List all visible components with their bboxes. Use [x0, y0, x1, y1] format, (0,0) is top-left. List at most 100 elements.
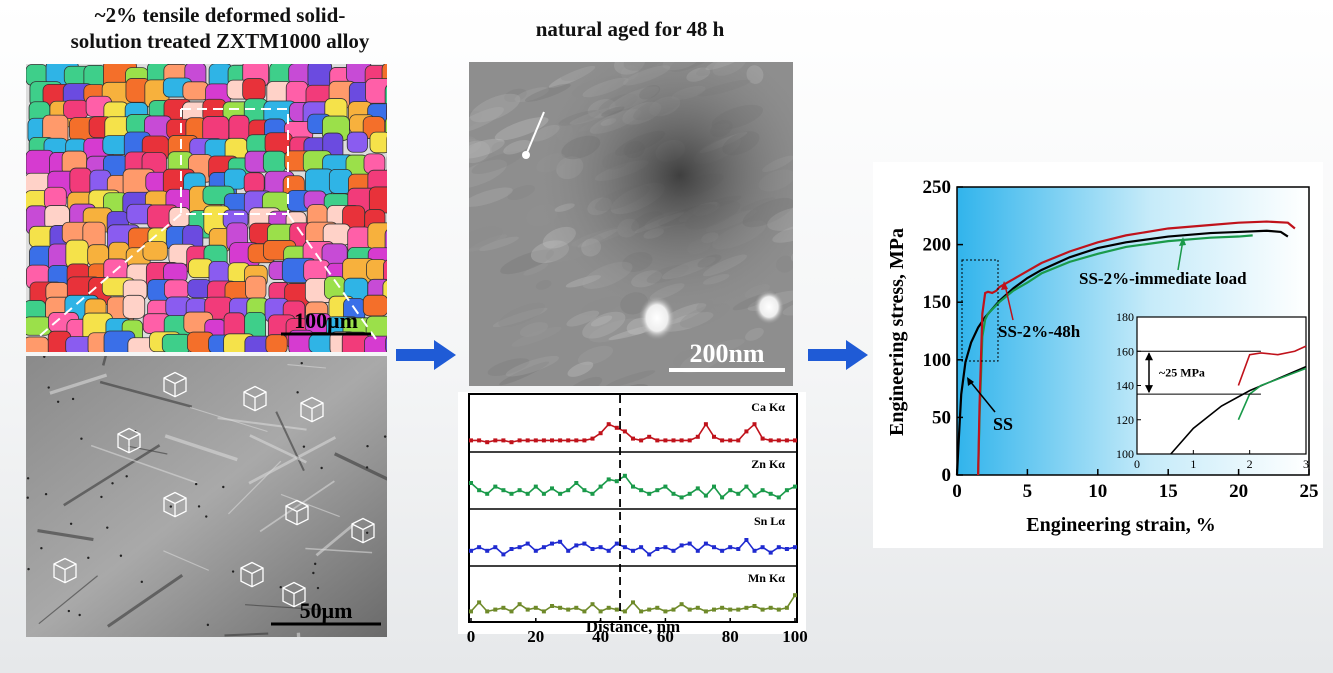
- x-tick-label: 10: [1088, 481, 1107, 502]
- left-title-line1: ~2% tensile deformed solid-: [94, 3, 346, 27]
- x-axis-label: Engineering strain, %: [1026, 514, 1215, 536]
- eds-point: [541, 609, 546, 614]
- sem-slip-line: [248, 436, 337, 485]
- eds-point: [687, 438, 692, 443]
- ebsd-grain: [69, 167, 92, 195]
- ebsd-grain: [243, 172, 265, 194]
- ebsd-grain: [168, 207, 191, 228]
- eds-point: [671, 491, 676, 496]
- eds-point: [606, 548, 611, 553]
- eds-point: [485, 548, 490, 553]
- eds-point: [687, 607, 692, 612]
- eds-point: [550, 486, 554, 491]
- eds-point: [647, 607, 652, 612]
- eds-point: [622, 429, 627, 434]
- eds-point: [639, 545, 644, 550]
- eds-point: [558, 438, 563, 443]
- tem-scale-label: 200nm: [689, 339, 764, 368]
- y-tick-label: 250: [923, 177, 952, 198]
- eds-point: [477, 545, 482, 550]
- sem-slip-line: [99, 380, 193, 408]
- middle-panel-title: natural aged for 48 h: [535, 17, 725, 41]
- ebsd-grain: [369, 131, 387, 154]
- sem-image: 50μm: [26, 356, 387, 637]
- hcp-unit-cell-icon: [163, 491, 187, 518]
- eds-point: [679, 438, 684, 443]
- eds-point: [533, 605, 538, 610]
- inset-y-tick: 100: [1116, 447, 1134, 461]
- eds-point: [703, 609, 708, 614]
- eds-point: [606, 477, 611, 482]
- eds-point: [639, 438, 644, 443]
- eds-point: [509, 491, 514, 496]
- sem-pit: [231, 570, 235, 573]
- ebsd-grain: [142, 241, 168, 261]
- tem-image: 200nm: [469, 62, 793, 386]
- eds-point: [647, 552, 652, 557]
- hcp-unit-cell-icon: [351, 517, 375, 544]
- eds-channel-label: Ca Kα: [751, 400, 785, 414]
- eds-point: [712, 484, 716, 489]
- ebsd-grain: [262, 150, 287, 173]
- left-title-line2: solution treated ZXTM1000 alloy: [70, 29, 370, 53]
- eds-x-ticks: 0 20 40 60 80 100: [467, 627, 808, 646]
- sem-pit: [44, 492, 48, 496]
- ebsd-grain: [122, 294, 146, 319]
- eds-point: [525, 438, 530, 443]
- sem-slip-line: [228, 460, 282, 515]
- hcp-unit-cell-icon: [282, 581, 306, 608]
- eds-tick-label: 40: [592, 627, 609, 646]
- eds-point: [517, 438, 522, 443]
- eds-point: [598, 431, 603, 436]
- eds-point: [501, 552, 506, 557]
- sem-pit: [71, 397, 75, 401]
- eds-point: [550, 438, 554, 443]
- eds-point: [671, 438, 676, 443]
- inset-x-tick: 2: [1247, 457, 1253, 471]
- eds-point: [533, 548, 538, 553]
- sem-pit: [366, 444, 369, 448]
- eds-point: [720, 605, 725, 610]
- eds-point: [598, 609, 603, 614]
- eds-point: [744, 605, 749, 610]
- inset-y-tick: 180: [1116, 310, 1134, 324]
- sem-pit: [27, 567, 30, 571]
- eds-point: [509, 440, 514, 445]
- eds-point: [501, 438, 506, 443]
- eds-point: [639, 609, 644, 614]
- eds-point: [647, 434, 652, 439]
- eds-tick-label: 60: [657, 627, 674, 646]
- x-tick-label: 5: [1023, 481, 1033, 502]
- sem-slip-line: [38, 575, 98, 625]
- eds-point: [598, 545, 603, 550]
- sem-slip-line: [106, 574, 184, 628]
- eds-point: [558, 539, 563, 544]
- sem-pit: [111, 482, 114, 485]
- eds-point: [728, 438, 733, 443]
- inset-y-tick: 120: [1116, 413, 1134, 427]
- x-tick-label: 0: [952, 481, 962, 502]
- sem-pit: [47, 386, 50, 389]
- eds-point: [752, 548, 757, 553]
- sem-pit: [194, 482, 198, 486]
- eds-point: [566, 488, 571, 493]
- sem-pit: [106, 526, 109, 529]
- ebsd-grain: [346, 131, 368, 153]
- eds-channel-label: Mn Kα: [748, 571, 785, 585]
- eds-point: [606, 605, 611, 610]
- sem-scale-label: 50μm: [300, 598, 353, 623]
- eds-point: [655, 547, 660, 551]
- eds-point: [477, 488, 482, 493]
- ebsd-scale-label: 100μm: [294, 308, 358, 333]
- sem-pit: [43, 356, 46, 358]
- eds-point: [752, 422, 757, 427]
- eds-point: [703, 541, 708, 546]
- eds-point: [509, 547, 514, 551]
- eds-point: [663, 609, 668, 614]
- ebsd-grain: [365, 78, 387, 104]
- eds-point: [736, 491, 741, 496]
- eds-point: [509, 609, 514, 614]
- sem-pit: [100, 495, 103, 499]
- ebsd-grain: [164, 279, 189, 300]
- eds-point: [728, 607, 733, 612]
